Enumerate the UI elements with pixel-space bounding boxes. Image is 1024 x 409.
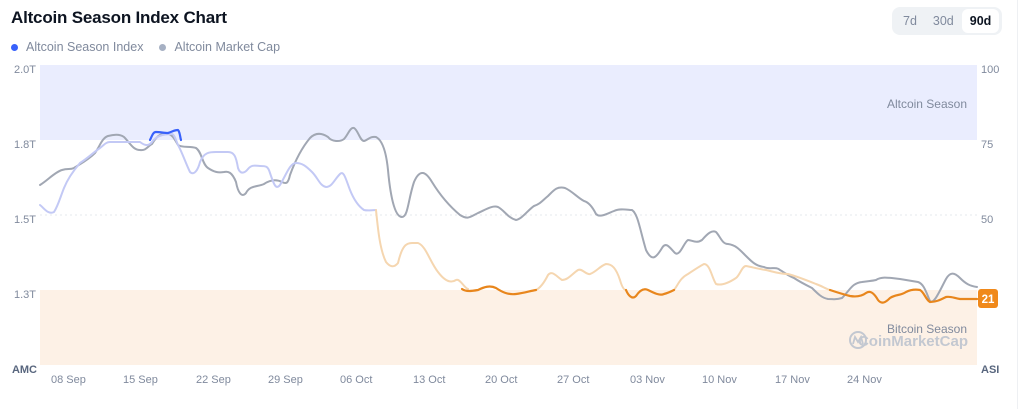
x-tick: 13 Oct — [413, 374, 445, 386]
x-tick: 20 Oct — [485, 374, 517, 386]
legend-label: Altcoin Market Cap — [174, 40, 281, 54]
time-range-selector: 7d 30d 90d — [892, 7, 1003, 35]
y-right-tick: 75 — [981, 139, 993, 151]
altcoin-season-zone — [40, 65, 977, 140]
asi-line-altcoin-season — [148, 128, 183, 142]
current-value-text: 21 — [982, 294, 995, 306]
legend-label: Altcoin Season Index — [26, 40, 144, 54]
legend-item-market-cap[interactable]: Altcoin Market Cap — [159, 40, 280, 54]
asi-line-neutral-blue — [39, 133, 377, 214]
legend-dot-icon — [159, 43, 167, 51]
legend-item-asi[interactable]: Altcoin Season Index — [11, 40, 143, 54]
altcoin-season-label: Altcoin Season — [887, 97, 967, 111]
asi-line-bitcoin-season — [460, 285, 979, 304]
legend-dot-icon — [11, 43, 18, 51]
x-tick: 08 Sep — [51, 374, 86, 386]
x-tick: 17 Nov — [775, 374, 810, 386]
x-tick: 10 Nov — [702, 374, 737, 386]
bitcoin-season-zone — [40, 290, 977, 365]
asi-line-neutral-orange — [375, 209, 831, 291]
panel-border — [1017, 0, 1018, 409]
y-left-tick: 1.8T — [14, 139, 36, 151]
left-axis-name: AMC — [12, 364, 37, 376]
range-90d-button[interactable]: 90d — [961, 9, 1000, 33]
range-30d-button[interactable]: 30d — [932, 14, 954, 28]
y-right-tick: 100 — [981, 64, 999, 76]
x-tick: 15 Sep — [123, 374, 158, 386]
y-left-tick: 1.5T — [14, 214, 36, 226]
current-value-badge: 21 — [978, 289, 998, 308]
x-axis: 08 Sep 15 Sep 22 Sep 29 Sep 06 Oct 13 Oc… — [51, 374, 882, 386]
range-7d-button[interactable]: 7d — [903, 14, 917, 28]
right-axis-name: ASI — [981, 364, 999, 376]
x-tick: 29 Sep — [268, 374, 303, 386]
x-tick: 06 Oct — [340, 374, 372, 386]
market-cap-line — [39, 126, 978, 303]
watermark-text: CoinMarketCap — [858, 333, 968, 350]
coinmarketcap-logo-icon — [849, 331, 867, 349]
x-tick: 24 Nov — [847, 374, 882, 386]
y-left-tick: 1.3T — [14, 289, 36, 301]
x-tick: 27 Oct — [557, 374, 589, 386]
bitcoin-season-label: Bitcoin Season — [887, 322, 967, 336]
x-tick: 22 Sep — [196, 374, 231, 386]
chart-legend: Altcoin Season Index Altcoin Market Cap — [11, 40, 280, 54]
y-left-tick: 2.0T — [14, 64, 36, 76]
y-right-tick: 50 — [981, 214, 993, 226]
page-title: Altcoin Season Index Chart — [11, 8, 227, 27]
x-tick: 03 Nov — [630, 374, 665, 386]
